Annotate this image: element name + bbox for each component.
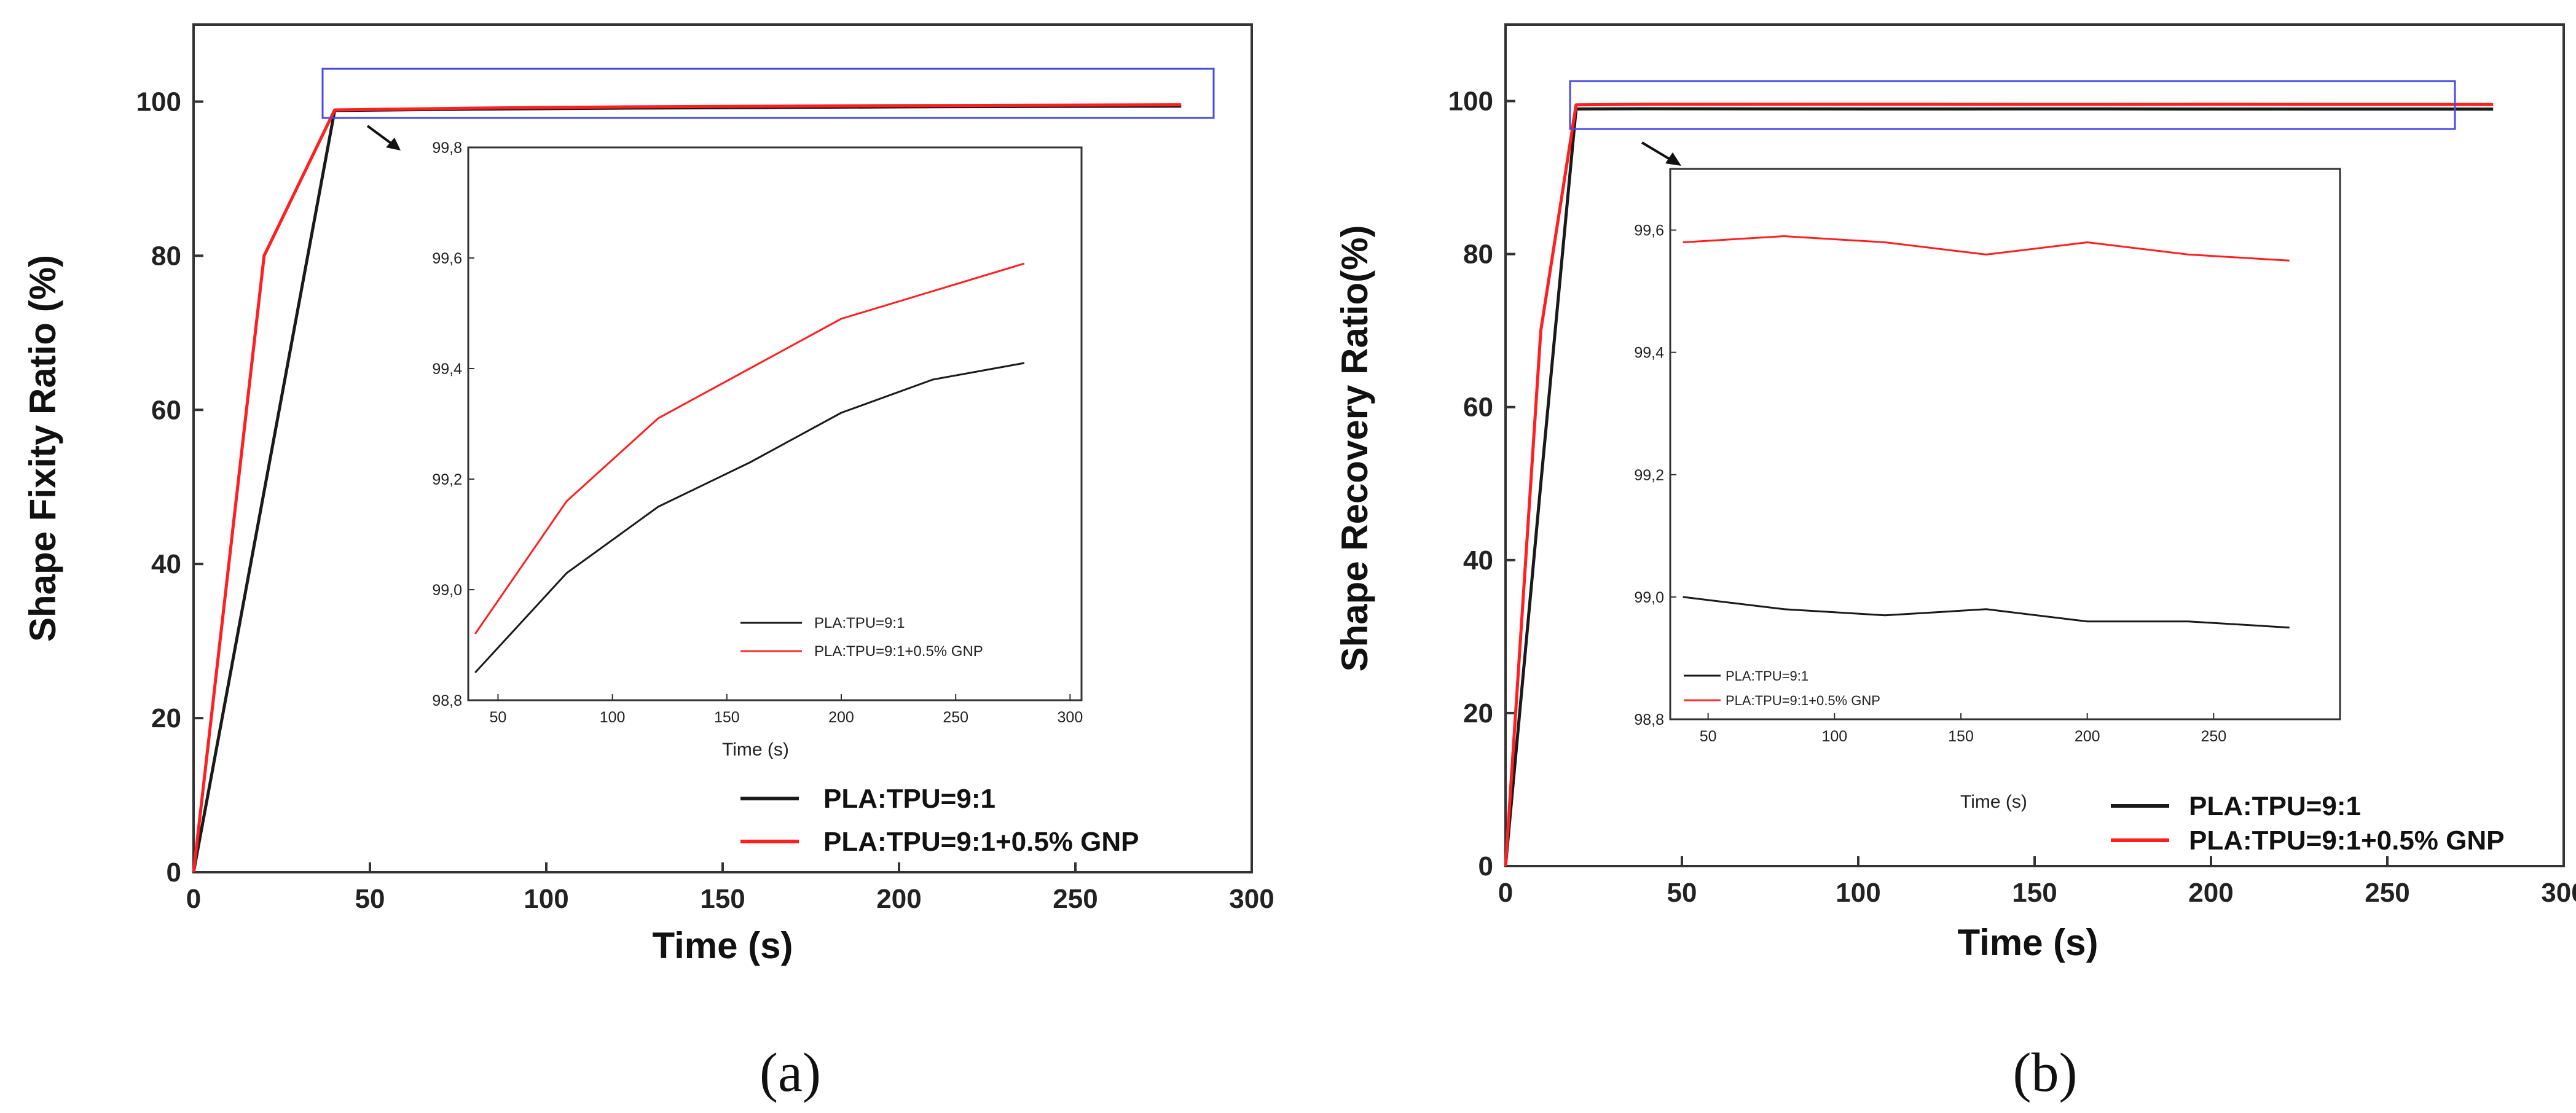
inset-legend-a: PLA:TPU=9:1 PLA:TPU=9:1+0.5% GNP [740,615,983,660]
zoom-arrow-a [366,125,401,150]
legend-label-b-1: PLA:TPU=9:1+0.5% GNP [2189,826,2505,856]
inset-y-tick-label: 99,8 [432,139,462,157]
y-ticks-b: 0 20 40 60 80 100 [1448,87,1515,881]
caption-b: (b) [2013,1042,2078,1103]
inset-legend-label-b-0: PLA:TPU=9:1 [1726,668,1808,684]
x-tick-label: 150 [2012,878,2057,908]
y-tick-label: 60 [151,395,181,425]
zoom-arrow-b [1641,141,1681,166]
inset-frame-a [467,146,1083,701]
inset-legend-b: PLA:TPU=9:1 PLA:TPU=9:1+0.5% GNP [1684,668,1880,708]
inset-x-tick-label: 150 [1948,728,1974,745]
inset-y-tick-label: 98,8 [1634,711,1664,728]
inset-frame-b [1669,168,2341,721]
x-ticks-b: 0 50 100 150 200 250 300 [1498,856,2576,908]
inset-y-ticks-a: 98,8 99,0 99,2 99,4 99,6 99,8 [432,139,474,709]
inset-x-tick-label: 250 [2201,728,2226,745]
series-line-pla-tpu-gnp [192,103,1182,873]
inset-y-tick-label: 99,2 [1634,467,1664,484]
x-tick-label: 100 [1836,878,1880,908]
inset-x-ticks-a: 50 100 150 200 250 300 [490,694,1083,726]
legend-label-a-0: PLA:TPU=9:1 [823,784,995,814]
inset-y-tick-label: 99,4 [1634,345,1664,362]
inset-a: 98,8 99,0 99,2 99,4 99,6 99,8 50 100 150 200 250 3… [432,139,1083,760]
y-tick-label: 20 [151,703,181,733]
inset-legend-label-a-0: PLA:TPU=9:1 [814,615,905,631]
inset-y-tick-label: 99,2 [432,471,462,488]
y-tick-label: 0 [1478,851,1493,881]
inset-legend-label-a-1: PLA:TPU=9:1+0.5% GNP [814,643,983,660]
y-axis-label-b: Shape Recovery Ratio(%) [1334,225,1375,672]
inset-x-tick-label: 50 [1700,728,1717,745]
inset-x-label-a: Time (s) [722,740,789,760]
x-tick-label: 0 [1498,878,1513,908]
inset-legend-label-b-1: PLA:TPU=9:1+0.5% GNP [1726,693,1880,708]
y-axis-label-a: Shape Fixity Ratio (%) [22,255,63,642]
inset-y-ticks-b: 98,8 99,0 99,2 99,4 99,6 [1634,222,1676,728]
x-tick-label: 100 [524,884,568,914]
inset-x-label-b: Time (s) [1960,792,2027,812]
inset-x-tick-label: 200 [2075,728,2100,745]
inset-series-b [1683,235,2290,629]
inset-y-tick-label: 99,4 [432,361,462,378]
legend-a: PLA:TPU=9:1 PLA:TPU=9:1+0.5% GNP [740,784,1139,857]
panel-a: 0 20 40 60 80 100 0 50 100 150 200 250 300 Shape Fi… [22,23,1274,1103]
inset-series-line-pla-tpu-gnp [1683,235,2290,262]
inset-y-tick-label: 98,8 [432,692,462,709]
y-tick-label: 80 [1463,240,1493,270]
inset-y-tick-label: 99,0 [1634,589,1664,606]
inset-x-tick-label: 250 [943,709,968,726]
zoom-box-a [321,68,1215,119]
series-lines-a [192,103,1182,873]
y-tick-label: 100 [1448,87,1493,117]
inset-x-tick-label: 50 [490,709,507,726]
series-line-pla-tpu-gnp [1504,103,2494,867]
x-tick-label: 150 [700,884,745,914]
inset-x-ticks-b: 50 100 150 200 250 [1700,713,2226,745]
inset-series-a [474,262,1025,674]
inset-series-line-pla-tpu [1683,596,2290,629]
inset-x-tick-label: 100 [600,709,626,726]
x-axis-label-b: Time (s) [1958,922,2099,963]
y-tick-label: 0 [167,857,181,888]
x-tick-label: 50 [355,884,385,914]
series-line-pla-tpu [1504,107,2494,867]
y-tick-label: 20 [1463,698,1493,728]
y-tick-label: 100 [136,87,181,117]
x-axis-label-a: Time (s) [653,925,793,966]
inset-y-tick-label: 99,6 [432,250,462,267]
x-ticks-a: 0 50 100 150 200 250 300 [186,862,1274,914]
panel-b: 0 20 40 60 80 100 0 50 100 150 200 250 300 Shape Re… [1334,23,2576,1103]
inset-x-tick-label: 100 [1821,728,1847,745]
y-tick-label: 40 [1463,545,1493,576]
inset-series-line-pla-tpu [474,362,1025,674]
legend-label-b-0: PLA:TPU=9:1 [2189,791,2361,821]
x-tick-label: 300 [2541,878,2576,908]
legend-b: PLA:TPU=9:1 PLA:TPU=9:1+0.5% GNP [2111,791,2505,856]
inset-y-tick-label: 99,6 [1634,222,1664,240]
x-tick-label: 200 [876,884,921,914]
caption-a: (a) [760,1042,821,1103]
inset-y-tick-label: 99,0 [432,582,462,599]
series-lines-b [1504,103,2494,867]
x-tick-label: 250 [2365,878,2409,908]
inset-b: 98,8 99,0 99,2 99,4 99,6 50 100 150 200 250 Time… [1634,168,2341,812]
y-tick-label: 80 [151,241,181,271]
y-tick-label: 60 [1463,392,1493,423]
x-tick-label: 50 [1667,878,1697,908]
legend-label-a-1: PLA:TPU=9:1+0.5% GNP [823,827,1139,857]
inset-x-tick-label: 200 [828,709,854,726]
x-tick-label: 200 [2188,878,2233,908]
y-ticks-a: 0 20 40 60 80 100 [136,87,203,888]
x-tick-label: 300 [1229,884,1274,914]
inset-x-tick-label: 150 [714,709,740,726]
y-tick-label: 40 [151,549,181,579]
x-tick-label: 0 [186,884,201,914]
zoom-box-b [1569,80,2456,130]
inset-series-line-pla-tpu-gnp [474,262,1025,635]
inset-x-tick-label: 300 [1058,709,1083,726]
x-tick-label: 250 [1053,884,1098,914]
